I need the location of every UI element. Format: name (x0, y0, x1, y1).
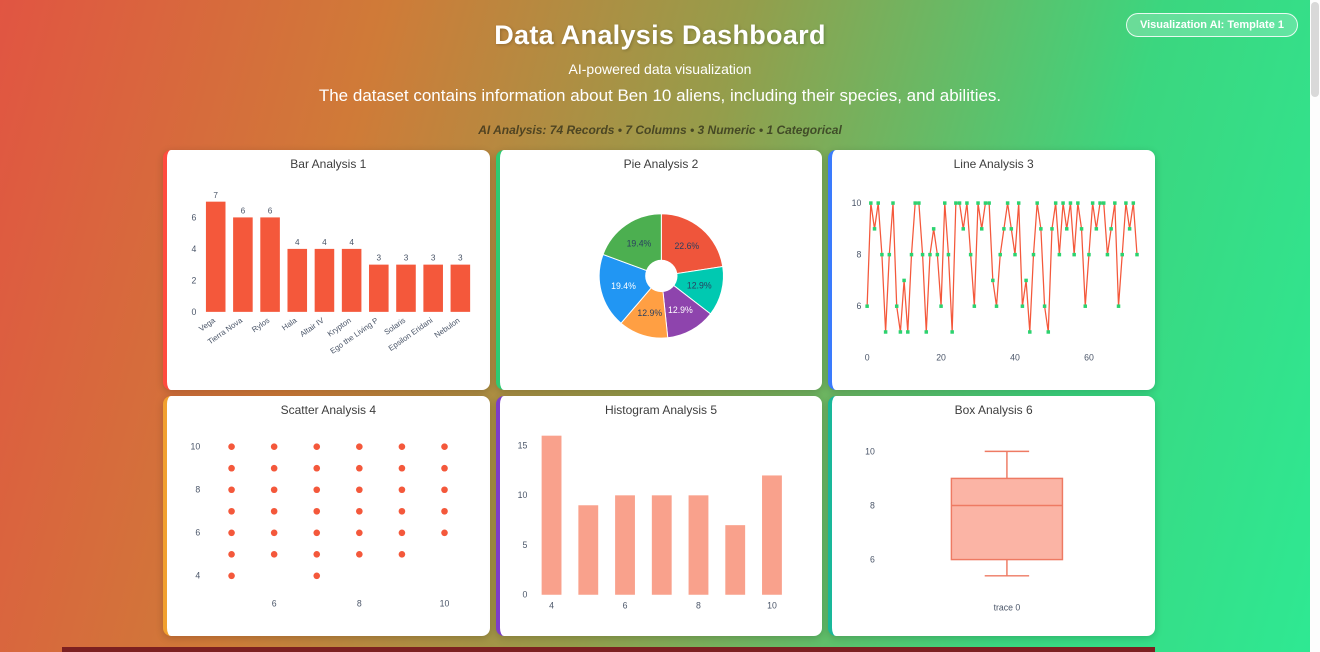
svg-text:20: 20 (937, 352, 947, 362)
svg-text:6: 6 (857, 301, 862, 311)
svg-text:6: 6 (622, 600, 627, 610)
scrollbar[interactable] (1310, 0, 1320, 652)
svg-text:12.9%: 12.9% (687, 281, 712, 291)
card-box-analysis: Box Analysis 6 6 8 10 trace 0 (828, 396, 1155, 636)
card-histogram-analysis: Histogram Analysis 5 0 5 10 15 4 6 8 10 (495, 396, 823, 636)
scatter-chart: 4 6 8 10 6 8 10 (173, 417, 484, 623)
svg-text:10: 10 (767, 600, 777, 610)
svg-text:10: 10 (190, 442, 200, 452)
svg-text:Vega: Vega (197, 315, 217, 333)
svg-text:22.6%: 22.6% (674, 241, 699, 251)
page-subtitle: AI-powered data visualization (568, 61, 752, 77)
dataset-description: The dataset contains information about B… (318, 86, 1002, 105)
svg-text:0: 0 (191, 307, 196, 317)
page-title: Data Analysis Dashboard (494, 20, 826, 50)
card-line-analysis: Line Analysis 3 6 8 10 0 20 40 60 (828, 150, 1155, 390)
box-chart: 6 8 10 trace 0 (838, 417, 1149, 623)
histogram-chart: 0 5 10 15 4 6 8 10 (506, 417, 817, 623)
chart-title: Line Analysis 3 (953, 157, 1034, 171)
svg-text:4: 4 (322, 238, 327, 247)
charts-grid: Bar Analysis 1 0 2 4 6 7 Vega 6 Tierra Nova 6 Ryl… (163, 150, 1155, 636)
svg-text:Altair IV: Altair IV (298, 315, 326, 338)
svg-text:3: 3 (404, 254, 409, 263)
svg-text:5: 5 (522, 540, 527, 550)
svg-text:6: 6 (241, 207, 246, 216)
card-pie-analysis: Pie Analysis 2 22.6% 12.9% 12.9% 12.9% 19.4%… (495, 150, 823, 390)
svg-text:Rylos: Rylos (250, 316, 271, 335)
chart-title: Box Analysis 6 (954, 403, 1033, 417)
template-badge[interactable]: Visualization AI: Template 1 (1125, 13, 1298, 37)
svg-text:4: 4 (349, 238, 354, 247)
svg-text:60: 60 (1084, 352, 1094, 362)
svg-text:8: 8 (195, 485, 200, 495)
svg-text:8: 8 (357, 598, 362, 608)
svg-text:4: 4 (195, 571, 200, 581)
scrollbar-thumb[interactable] (1311, 2, 1319, 97)
pie-chart: 22.6% 12.9% 12.9% 12.9% 19.4% 19.4% (506, 171, 817, 377)
svg-text:3: 3 (431, 254, 436, 263)
svg-text:7: 7 (213, 191, 218, 200)
svg-text:8: 8 (870, 500, 875, 510)
svg-text:trace 0: trace 0 (994, 602, 1021, 612)
chart-title: Bar Analysis 1 (290, 157, 367, 171)
svg-text:3: 3 (377, 254, 382, 263)
svg-text:8: 8 (696, 600, 701, 610)
svg-text:10: 10 (517, 490, 527, 500)
svg-text:Hala: Hala (280, 315, 299, 332)
svg-text:19.4%: 19.4% (611, 281, 636, 291)
svg-text:0: 0 (865, 352, 870, 362)
chart-title: Scatter Analysis 4 (280, 403, 377, 417)
chart-title: Pie Analysis 2 (623, 157, 699, 171)
svg-text:12.9%: 12.9% (668, 305, 693, 315)
svg-text:6: 6 (191, 212, 196, 222)
svg-text:15: 15 (517, 441, 527, 451)
svg-text:40: 40 (1010, 352, 1020, 362)
svg-text:2: 2 (191, 275, 196, 285)
svg-text:12.9%: 12.9% (637, 308, 662, 318)
svg-text:0: 0 (522, 590, 527, 600)
svg-text:4: 4 (549, 600, 554, 610)
svg-text:6: 6 (272, 598, 277, 608)
svg-text:4: 4 (295, 238, 300, 247)
bar-chart: 0 2 4 6 7 Vega 6 Tierra Nova 6 Rylos 4 Hala 4 Altair … (173, 171, 484, 377)
ai-analysis-summary: AI Analysis: 74 Records • 7 Columns • 3 … (478, 123, 842, 137)
footer-bar (62, 647, 1155, 652)
svg-text:10: 10 (866, 446, 876, 456)
svg-text:6: 6 (195, 528, 200, 538)
svg-text:10: 10 (440, 598, 450, 608)
svg-text:19.4%: 19.4% (626, 239, 651, 249)
svg-text:10: 10 (852, 198, 862, 208)
svg-text:3: 3 (458, 254, 463, 263)
svg-text:Nebulon: Nebulon (433, 316, 462, 340)
svg-text:6: 6 (870, 554, 875, 564)
svg-text:Ego the Living P: Ego the Living P (329, 316, 380, 356)
card-bar-analysis: Bar Analysis 1 0 2 4 6 7 Vega 6 Tierra Nova 6 Ryl… (163, 150, 490, 390)
svg-text:8: 8 (857, 250, 862, 260)
svg-text:4: 4 (191, 244, 196, 254)
card-scatter-analysis: Scatter Analysis 4 4 6 8 10 6 8 10 (163, 396, 490, 636)
line-chart: 6 8 10 0 20 40 60 (838, 171, 1149, 377)
chart-title: Histogram Analysis 5 (604, 403, 718, 417)
svg-text:6: 6 (268, 207, 273, 216)
dashboard-header: Data Analysis Dashboard AI-powered data … (0, 0, 1320, 137)
